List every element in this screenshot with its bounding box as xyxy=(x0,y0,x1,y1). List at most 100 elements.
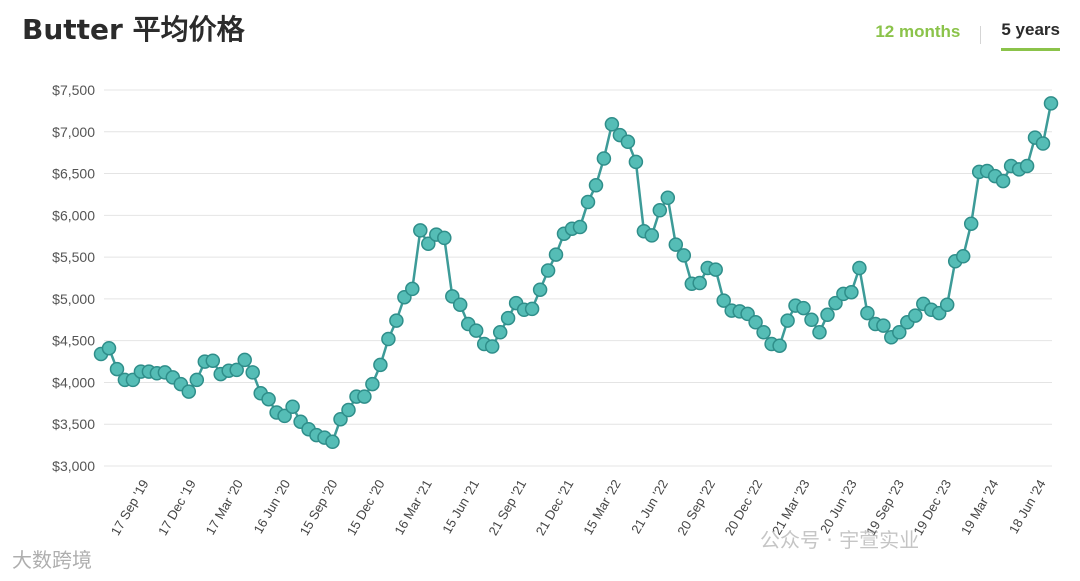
y-tick-label: $7,500 xyxy=(52,82,95,98)
data-point[interactable] xyxy=(572,219,588,235)
data-point[interactable] xyxy=(101,340,117,356)
data-point[interactable] xyxy=(820,307,835,323)
x-tick-label: 15 Jun '21 xyxy=(439,477,482,536)
y-tick-label: $3,000 xyxy=(52,458,95,474)
data-point[interactable] xyxy=(389,313,404,328)
data-point[interactable] xyxy=(285,399,300,414)
page-title: Butter 平均价格 xyxy=(22,13,245,46)
data-point[interactable] xyxy=(325,434,340,450)
data-point[interactable] xyxy=(844,284,859,300)
range-divider xyxy=(980,25,982,44)
y-tick-label: $5,500 xyxy=(52,249,95,265)
data-point[interactable] xyxy=(205,353,221,368)
data-point[interactable] xyxy=(676,248,692,263)
data-point[interactable] xyxy=(181,384,197,399)
data-point[interactable] xyxy=(692,275,707,291)
data-point[interactable] xyxy=(652,203,668,218)
data-point[interactable] xyxy=(277,408,292,424)
data-point[interactable] xyxy=(357,389,372,404)
x-tick-label: 15 Sep '20 xyxy=(297,477,341,538)
data-point[interactable] xyxy=(365,376,380,392)
y-tick-label: $6,000 xyxy=(52,207,95,223)
series-line xyxy=(100,103,1053,444)
y-tick-label: $4,500 xyxy=(52,333,95,349)
data-point[interactable] xyxy=(109,361,125,377)
data-point[interactable] xyxy=(1019,158,1035,174)
data-point[interactable] xyxy=(628,154,644,170)
x-tick-label: 16 Jun '20 xyxy=(250,477,293,536)
data-point[interactable] xyxy=(852,260,867,276)
data-point[interactable] xyxy=(484,339,500,354)
x-tick-label: 21 Sep '21 xyxy=(485,477,529,538)
data-point[interactable] xyxy=(540,263,556,278)
data-point[interactable] xyxy=(995,173,1011,189)
x-tick-label: 17 Mar '20 xyxy=(203,477,246,537)
data-point[interactable] xyxy=(341,402,356,418)
data-point[interactable] xyxy=(492,325,508,340)
range-5-years-button[interactable]: 5 years xyxy=(1001,18,1060,51)
x-tick-label: 20 Dec '22 xyxy=(721,477,765,538)
data-point[interactable] xyxy=(812,325,827,340)
data-point[interactable] xyxy=(588,178,604,193)
data-point[interactable] xyxy=(405,281,420,297)
x-tick-label: 21 Dec '21 xyxy=(533,477,577,538)
data-point[interactable] xyxy=(1035,136,1051,151)
data-points xyxy=(93,96,1059,450)
data-point[interactable] xyxy=(381,331,396,347)
y-tick-label: $6,500 xyxy=(52,166,95,182)
data-point[interactable] xyxy=(373,357,388,373)
data-point[interactable] xyxy=(620,134,636,150)
data-point[interactable] xyxy=(596,151,612,166)
data-point[interactable] xyxy=(245,365,260,380)
data-point[interactable] xyxy=(716,293,731,308)
data-point[interactable] xyxy=(772,338,787,353)
data-point[interactable] xyxy=(804,312,819,328)
data-point[interactable] xyxy=(237,352,252,368)
y-tick-label: $7,000 xyxy=(52,124,95,140)
data-point[interactable] xyxy=(892,325,907,340)
data-point[interactable] xyxy=(955,249,971,264)
x-axis: 17 Sep '19 17 Dec '19 17 Mar '20 16 Jun '20… xyxy=(108,477,1049,538)
x-tick-label: 19 Mar '24 xyxy=(958,477,1001,537)
data-point[interactable] xyxy=(660,190,676,206)
data-point[interactable] xyxy=(963,216,979,231)
data-point[interactable] xyxy=(908,308,923,323)
data-point[interactable] xyxy=(413,223,428,238)
x-tick-label: 18 Jun '24 xyxy=(1006,477,1049,536)
data-point[interactable] xyxy=(548,247,564,262)
data-point[interactable] xyxy=(261,391,276,407)
range-12-months-button[interactable]: 12 months xyxy=(875,20,960,50)
x-tick-label: 15 Dec '20 xyxy=(344,477,388,538)
data-point[interactable] xyxy=(333,411,348,427)
data-point[interactable] xyxy=(748,315,763,330)
data-point[interactable] xyxy=(1043,96,1059,111)
data-point[interactable] xyxy=(468,323,484,338)
data-point[interactable] xyxy=(828,295,843,311)
data-point[interactable] xyxy=(604,117,620,132)
x-tick-label: 21 Mar '23 xyxy=(769,477,812,537)
x-tick-label: 15 Mar '22 xyxy=(580,477,623,537)
data-point[interactable] xyxy=(796,300,811,316)
data-point[interactable] xyxy=(644,228,660,243)
data-point[interactable] xyxy=(532,282,548,297)
x-tick-label: 17 Sep '19 xyxy=(108,477,152,538)
data-point[interactable] xyxy=(939,297,955,312)
data-point[interactable] xyxy=(780,313,795,328)
data-point[interactable] xyxy=(860,305,875,321)
data-point[interactable] xyxy=(421,236,436,251)
data-point[interactable] xyxy=(500,310,516,326)
data-point[interactable] xyxy=(756,325,771,340)
data-point[interactable] xyxy=(229,362,244,378)
data-point[interactable] xyxy=(189,372,205,388)
x-tick-label: 21 Jun '22 xyxy=(628,477,671,536)
x-tick-label: 16 Mar '21 xyxy=(391,477,434,537)
data-point[interactable] xyxy=(668,237,684,252)
data-point[interactable] xyxy=(708,262,723,277)
data-point[interactable] xyxy=(452,297,468,312)
data-point[interactable] xyxy=(437,230,452,246)
data-point[interactable] xyxy=(580,194,596,210)
x-tick-label: 19 Dec '23 xyxy=(910,477,954,538)
data-point[interactable] xyxy=(524,301,540,317)
data-point[interactable] xyxy=(876,318,891,333)
y-tick-label: $5,000 xyxy=(52,291,95,307)
